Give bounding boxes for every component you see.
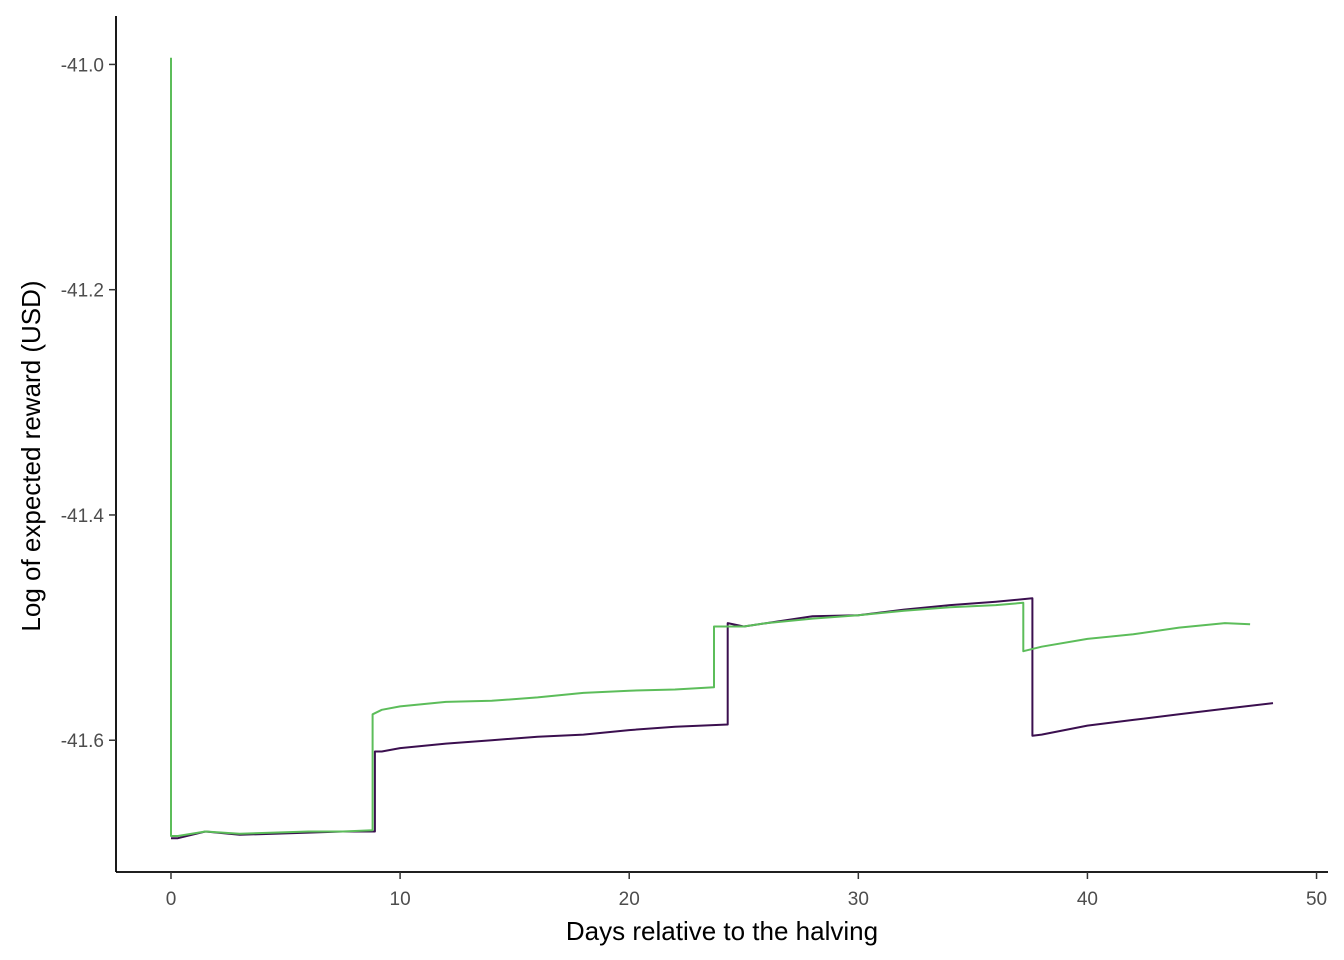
series-line-1 [171,597,1274,840]
y-tick-label: -41.4 [61,506,105,527]
y-tick-label: -41.0 [61,55,104,76]
x-axis-ticks: 0 10 20 30 40 50 [166,872,1327,910]
x-tick-label: 0 [166,889,177,910]
y-axis-ticks: -41.6 -41.4 -41.2 -41.0 [61,55,116,752]
y-tick-label: -41.6 [61,731,104,752]
y-tick-label: -41.2 [61,281,104,302]
y-axis-title: Log of expected reward (USD) [16,280,46,631]
x-tick-label: 10 [390,889,411,910]
x-tick-label: 40 [1077,889,1098,910]
x-tick-label: 20 [619,889,640,910]
x-tick-label: 50 [1306,889,1327,910]
x-tick-label: 30 [848,889,869,910]
x-axis-title: Days relative to the halving [566,916,878,946]
series-line-2 [170,57,1251,837]
series-layer [170,57,1274,840]
